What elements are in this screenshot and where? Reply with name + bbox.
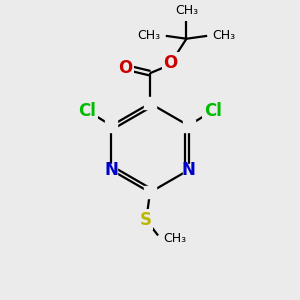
Text: O: O: [118, 59, 133, 77]
Text: N: N: [104, 161, 118, 179]
Text: CH₃: CH₃: [137, 29, 160, 42]
Text: CH₃: CH₃: [175, 4, 198, 17]
Text: O: O: [164, 54, 178, 72]
Text: N: N: [182, 161, 196, 179]
Text: CH₃: CH₃: [163, 232, 186, 245]
Text: Cl: Cl: [204, 102, 222, 120]
Text: Cl: Cl: [78, 102, 96, 120]
Text: CH₃: CH₃: [212, 29, 236, 42]
Text: S: S: [140, 211, 152, 229]
